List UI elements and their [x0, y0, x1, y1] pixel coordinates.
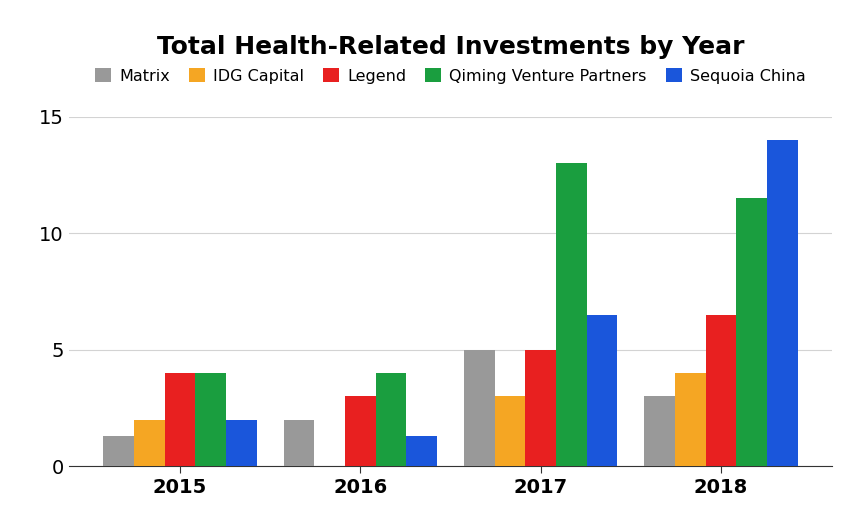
- Bar: [345, 396, 376, 466]
- Bar: [705, 315, 736, 466]
- Bar: [376, 373, 407, 466]
- Bar: [644, 396, 675, 466]
- Bar: [464, 350, 494, 466]
- Bar: [165, 373, 196, 466]
- Bar: [767, 140, 798, 466]
- Bar: [284, 420, 314, 466]
- Bar: [587, 315, 617, 466]
- Bar: [494, 396, 525, 466]
- Bar: [675, 373, 705, 466]
- Bar: [556, 163, 587, 466]
- Bar: [134, 420, 165, 466]
- Bar: [226, 420, 257, 466]
- Bar: [736, 198, 767, 466]
- Bar: [525, 350, 556, 466]
- Bar: [407, 436, 437, 466]
- Legend: Matrix, IDG Capital, Legend, Qiming Venture Partners, Sequoia China: Matrix, IDG Capital, Legend, Qiming Vent…: [89, 61, 812, 90]
- Title: Total Health-Related Investments by Year: Total Health-Related Investments by Year: [157, 35, 744, 59]
- Bar: [196, 373, 226, 466]
- Bar: [103, 436, 134, 466]
